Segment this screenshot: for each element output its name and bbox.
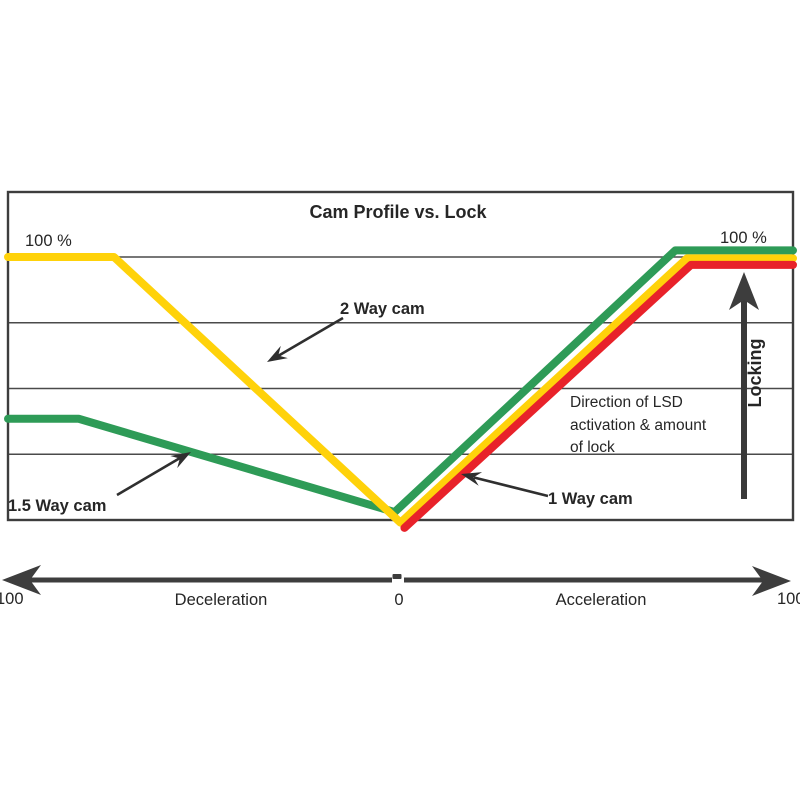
x-axis: 100 Deceleration 0 Acceleration 100 <box>0 565 800 609</box>
2-way-arrow-icon <box>267 345 288 362</box>
x-axis-right-arrow-icon <box>752 566 791 596</box>
1-way-cam-label: 1 Way cam <box>548 490 633 508</box>
annotation-1-5-way-cam: 1.5 Way cam <box>8 452 191 515</box>
gridlines <box>8 256 793 455</box>
locking-arrow: Locking <box>729 272 765 499</box>
plot-border <box>6 190 795 522</box>
1-5-way-cam-label: 1.5 Way cam <box>8 497 106 515</box>
annotation-1-way-cam: 1 Way cam <box>461 472 633 508</box>
direction-line-3: of lock <box>570 439 615 456</box>
1-way-arrow-icon <box>461 472 483 486</box>
annotation-2-way-cam: 2 Way cam <box>267 300 425 362</box>
x-axis-left-value: 100 <box>0 590 24 608</box>
plot-area <box>6 190 795 522</box>
1-way-arrow-line <box>473 476 549 498</box>
direction-line-2: activation & amount <box>570 417 707 434</box>
x-axis-zero-label: 0 <box>394 591 403 609</box>
chart-title: Cam Profile vs. Lock <box>309 202 487 222</box>
1-5-way-arrow-icon <box>170 452 191 469</box>
x-axis-zero-tick <box>392 574 402 579</box>
locking-label: Locking <box>745 338 765 407</box>
direction-line-1: Direction of LSD <box>570 394 683 411</box>
locking-arrow-head-icon <box>729 272 759 310</box>
series-1-way-cam-line <box>400 260 797 532</box>
2-way-cam-label: 2 Way cam <box>340 300 425 318</box>
x-axis-right-value: 100 <box>777 590 800 608</box>
series-lines <box>4 246 797 532</box>
direction-text-block: Direction of LSD activation & amount of … <box>570 394 707 456</box>
x-axis-acceleration-label: Acceleration <box>556 591 647 609</box>
2-way-arrow-line <box>277 316 344 358</box>
series-2-way-cam-line <box>4 253 797 527</box>
series-1-5-way-cam-line <box>4 246 797 517</box>
x-axis-deceleration-label: Deceleration <box>175 591 268 609</box>
x-axis-left-arrow-icon <box>2 565 41 595</box>
y-max-label-left: 100 % <box>25 232 72 250</box>
y-max-label-right: 100 % <box>720 229 767 247</box>
1-5-way-arrow-line <box>116 456 181 497</box>
